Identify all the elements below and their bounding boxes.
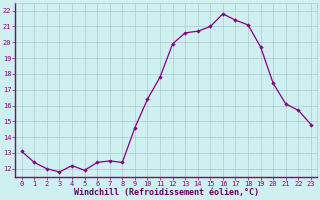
X-axis label: Windchill (Refroidissement éolien,°C): Windchill (Refroidissement éolien,°C) — [74, 188, 259, 197]
